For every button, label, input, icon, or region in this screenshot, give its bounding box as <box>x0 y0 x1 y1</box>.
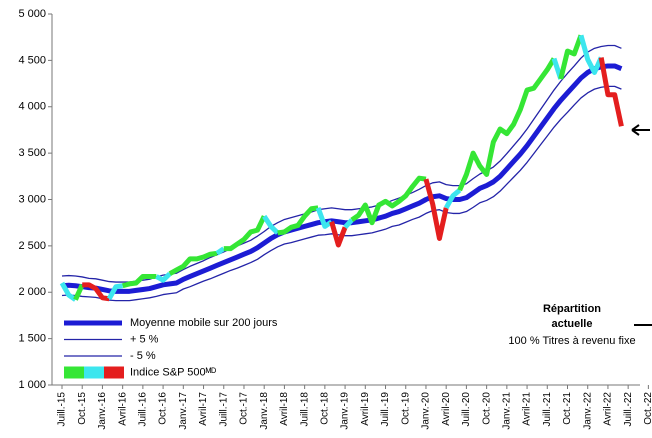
index-line <box>121 273 157 289</box>
series-line <box>61 85 622 302</box>
x-tick-label: Oct.-18 <box>320 392 331 425</box>
x-tick-label: Avril-17 <box>198 392 209 426</box>
annotation: 100 % Titres à revenu fixe <box>508 335 635 347</box>
y-tick-label: 4 000 <box>18 101 46 113</box>
index-line <box>329 221 348 248</box>
y-tick-label: 4 500 <box>18 54 46 66</box>
index-line <box>223 215 267 252</box>
x-tick-label: Oct.-16 <box>158 392 169 425</box>
y-tick-label: 2 000 <box>18 286 46 298</box>
x-tick-label: Avril-16 <box>117 392 128 426</box>
index-line <box>277 205 319 236</box>
x-tick-label: Oct.-17 <box>239 392 250 425</box>
x-tick-label: Oct.-21 <box>562 392 573 425</box>
y-tick-label: 3 000 <box>18 193 46 205</box>
index-line <box>443 188 462 210</box>
index-line <box>215 246 226 256</box>
index-line <box>343 218 354 230</box>
y-tick-label: 2 500 <box>18 240 46 252</box>
index-line <box>578 34 604 75</box>
x-tick-label: Juill.-17 <box>218 392 229 427</box>
y-tick-label: 3 500 <box>18 147 46 159</box>
index-line <box>168 250 218 276</box>
x-tick-label: Juill.-20 <box>461 392 472 427</box>
legend-label: Moyenne mobile sur 200 jours <box>130 317 278 329</box>
index-line <box>558 34 584 80</box>
x-tick-label: Janv.-18 <box>259 392 270 430</box>
index-line <box>155 271 172 283</box>
x-tick-label: Janv.-21 <box>501 392 512 430</box>
y-tick-label: 1 500 <box>18 333 46 345</box>
x-tick-label: Avril-20 <box>441 392 452 426</box>
x-tick-label: Janv.-17 <box>178 392 189 430</box>
x-tick-label: Juill.-16 <box>138 392 149 427</box>
legend-swatch <box>84 366 104 379</box>
legend-swatch <box>64 366 84 379</box>
x-tick-label: Oct.-22 <box>643 392 652 425</box>
x-tick-label: Juill.-22 <box>623 392 634 427</box>
legend-swatch <box>104 366 124 379</box>
index-line <box>59 281 77 302</box>
series-line <box>61 63 623 294</box>
index-line <box>73 283 85 301</box>
y-tick-label: 5 000 <box>18 8 46 20</box>
x-tick-label: Avril-18 <box>279 392 290 426</box>
x-tick-label: Avril-19 <box>360 392 371 426</box>
annotation: actuelle <box>552 318 593 330</box>
legend-label: - 5 % <box>130 350 156 362</box>
x-tick-label: Oct.-20 <box>481 392 492 425</box>
y-tick-label: 1 000 <box>18 379 46 391</box>
x-tick-label: Janv.-20 <box>421 392 432 430</box>
annotation: Répartition <box>543 303 601 315</box>
index-line <box>598 57 624 127</box>
x-tick-label: Oct.-19 <box>400 392 411 425</box>
x-tick-label: Avril-22 <box>603 392 614 426</box>
index-line <box>82 282 110 302</box>
x-tick-label: Janv.-22 <box>582 392 593 430</box>
index-line <box>457 57 557 192</box>
index-line <box>262 214 280 235</box>
index-line <box>106 283 124 300</box>
arrow <box>631 124 650 136</box>
x-tick-label: Janv.-16 <box>97 392 108 430</box>
x-tick-label: Juill.-15 <box>57 392 68 427</box>
x-tick-label: Juill.-18 <box>299 392 310 427</box>
index-line <box>350 175 427 226</box>
x-tick-label: Juill.-19 <box>380 392 391 427</box>
legend-label: + 5 % <box>130 333 159 345</box>
index-line <box>423 178 449 241</box>
x-tick-label: Juill.-21 <box>542 392 553 427</box>
index-line <box>315 206 334 229</box>
x-tick-label: Oct.-15 <box>77 392 88 425</box>
legend-label: Indice S&P 500ᴹᴰ <box>130 366 216 378</box>
x-tick-label: Janv.-19 <box>340 392 351 430</box>
x-tick-label: Avril-21 <box>522 392 533 426</box>
